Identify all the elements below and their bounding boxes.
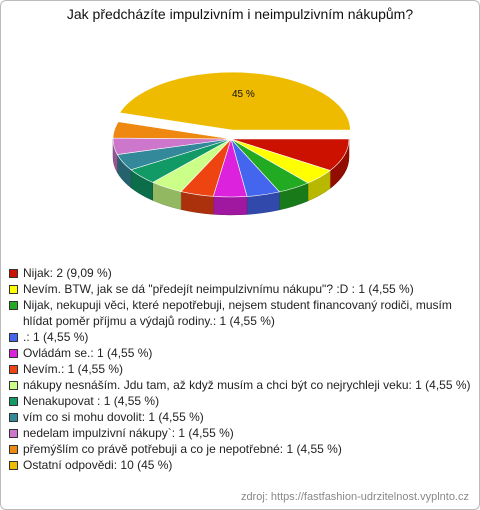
legend-swatch (9, 365, 18, 374)
source: zdroj: https://fastfashion-udrzitelnost.… (240, 491, 469, 503)
legend-swatch (9, 269, 18, 278)
legend-label: Nijak, nekupuji věci, které nepotřebuji,… (23, 298, 452, 328)
legend-label: Nenakupovat : 1 (4,55 %) (23, 394, 160, 408)
legend-label: Nijak: 2 (9,09 %) (23, 266, 112, 280)
legend-swatch (9, 381, 18, 390)
data-label: 45 % (232, 89, 255, 100)
slice-side (213, 196, 248, 216)
legend-label: Ostatní odpovědi: 10 (45 %) (23, 458, 173, 472)
chart: Jak předcházíte impulzivním i neimpulziv… (67, 6, 413, 216)
legend-entry: Nijak, nekupuji věci, které nepotřebuji,… (9, 297, 471, 329)
legend-swatch (9, 461, 18, 470)
legend-swatch (9, 445, 18, 454)
legend-entry: nedelam impulzivní nákupy`: 1 (4,55 %) (9, 425, 471, 441)
legend-swatch (9, 301, 18, 310)
legend-entry: vím co si mohu dovolit: 1 (4,55 %) (9, 409, 471, 425)
legend: Nijak: 2 (9,09 %) Nevím. BTW, jak se dá "… (9, 265, 471, 473)
legend-entry: nákupy nesnáším. Jdu tam, až když musím … (9, 377, 471, 393)
legend-swatch (9, 333, 18, 342)
slice (112, 121, 232, 140)
legend-entry: přemýšlím co právě potřebuji a co je nep… (9, 441, 471, 457)
legend-swatch (9, 285, 18, 294)
legend-entry: Ostatní odpovědi: 10 (45 %) (9, 457, 471, 473)
legend-label: Nevím.: 1 (4,55 %) (23, 362, 124, 376)
legend-label: Ovládám se.: 1 (4,55 %) (23, 346, 153, 360)
legend-entry: Ovládám se.: 1 (4,55 %) (9, 345, 471, 361)
legend-swatch (9, 429, 18, 438)
legend-label: přemýšlím co právě potřebuji a co je nep… (23, 442, 342, 456)
legend-label: Nevím. BTW, jak se dá "předejít neimpulz… (23, 282, 414, 296)
chart-title: Jak předcházíte impulzivním i neimpulziv… (67, 6, 413, 22)
legend-label: nedelam impulzivní nákupy`: 1 (4,55 %) (23, 426, 234, 440)
legend-swatch (9, 349, 18, 358)
legend-swatch (9, 397, 18, 406)
legend-swatch (9, 413, 18, 422)
legend-entry: Nijak: 2 (9,09 %) (9, 265, 471, 281)
legend-entry: Nenakupovat : 1 (4,55 %) (9, 393, 471, 409)
slice (119, 71, 351, 131)
legend-label: vím co si mohu dovolit: 1 (4,55 %) (23, 410, 204, 424)
legend-label: .: 1 (4,55 %) (23, 330, 89, 344)
legend-entry: .: 1 (4,55 %) (9, 329, 471, 345)
legend-label: nákupy nesnáším. Jdu tam, až když musím … (23, 378, 471, 392)
legend-entry: Nevím.: 1 (4,55 %) (9, 361, 471, 377)
legend-entry: Nevím. BTW, jak se dá "předejít neimpulz… (9, 281, 471, 297)
